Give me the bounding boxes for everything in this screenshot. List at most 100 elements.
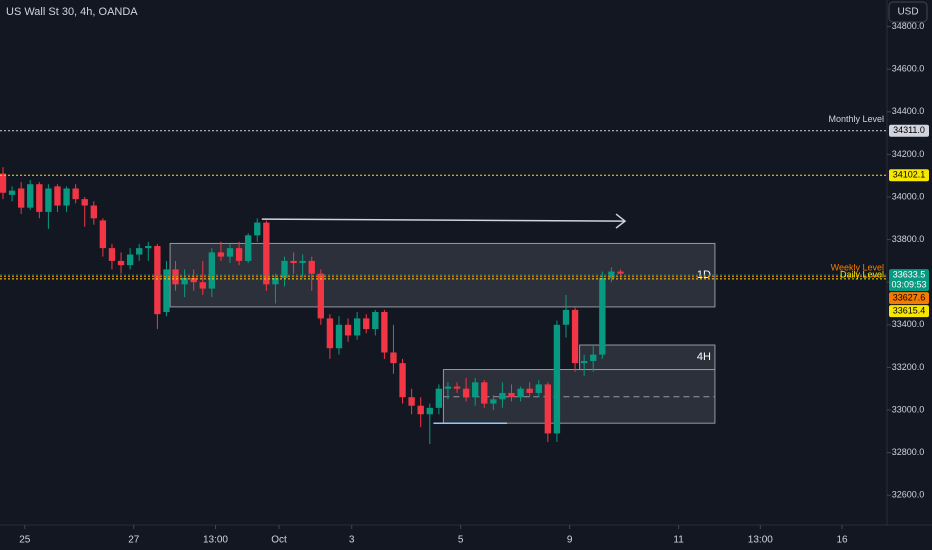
candle-body xyxy=(544,384,552,434)
x-tick-label: 11 xyxy=(673,535,684,546)
candle-body xyxy=(408,397,415,406)
candle-body xyxy=(462,388,470,398)
candle-body xyxy=(517,388,524,398)
candle-body xyxy=(326,318,334,349)
candle-body xyxy=(190,277,197,283)
candle-body xyxy=(553,324,561,434)
candle-body xyxy=(481,382,488,404)
candle-body xyxy=(562,309,570,325)
candle-body xyxy=(172,269,179,285)
level-name: Weekly Level xyxy=(831,263,884,273)
y-tick-label: 33200.0 xyxy=(892,362,925,372)
candle-body xyxy=(108,248,116,261)
candle-body xyxy=(208,252,216,289)
candle-body xyxy=(390,352,397,364)
price-tag-label: 33615.4 xyxy=(893,305,926,315)
candle-body xyxy=(145,245,152,249)
y-tick-label: 33000.0 xyxy=(892,404,925,414)
candle-body xyxy=(435,388,443,408)
candle-body xyxy=(299,260,306,264)
level-name: Daily Level xyxy=(840,269,884,279)
y-tick-label: 34600.0 xyxy=(892,64,925,74)
x-tick-label: 13:00 xyxy=(203,535,228,546)
candle-body xyxy=(472,382,479,398)
candle-body xyxy=(72,188,79,200)
candle-body xyxy=(272,277,279,285)
arrow-line xyxy=(261,218,626,222)
candle-body xyxy=(499,392,506,400)
candle-body xyxy=(226,248,234,257)
candle-body xyxy=(90,205,97,219)
candle-body xyxy=(335,324,343,349)
candle-body xyxy=(344,324,352,336)
level-name: Monthly Level xyxy=(828,114,884,124)
x-tick-label: 13:00 xyxy=(748,535,773,546)
candle-body xyxy=(81,199,88,206)
candle-body xyxy=(117,260,125,266)
candle-body xyxy=(154,245,161,315)
price-tag xyxy=(889,124,929,137)
candle-body xyxy=(244,235,252,261)
candle-body xyxy=(317,273,324,319)
y-tick-label: 32600.0 xyxy=(892,490,925,500)
candle-body xyxy=(535,384,542,393)
candle-body xyxy=(99,220,107,249)
candle-body xyxy=(281,260,288,278)
candle-body xyxy=(508,392,515,398)
candle-body xyxy=(163,269,170,313)
candle-body xyxy=(126,254,134,266)
y-tick-label: 34000.0 xyxy=(892,191,925,201)
currency-label: USD xyxy=(897,7,918,18)
candle-body xyxy=(263,222,270,285)
y-tick-label: 33800.0 xyxy=(892,234,925,244)
x-tick-label: 25 xyxy=(19,535,31,546)
candle-body xyxy=(444,386,452,389)
candle-body xyxy=(617,271,624,274)
candle-body xyxy=(308,260,315,274)
candle-body xyxy=(136,248,143,255)
zone-label: 4H xyxy=(697,351,711,363)
candle-body xyxy=(0,173,7,193)
price-tag-label: 34102.1 xyxy=(893,170,926,180)
candle-body xyxy=(453,386,461,389)
x-tick-label: 9 xyxy=(567,535,573,546)
x-tick-label: 3 xyxy=(349,535,355,546)
price-tag xyxy=(889,169,929,182)
candle-body xyxy=(599,277,606,355)
candle-body xyxy=(571,309,579,364)
zone-label: 1D xyxy=(697,269,711,281)
x-tick-label: 5 xyxy=(458,535,464,546)
price-tag xyxy=(889,292,929,305)
price-tag xyxy=(889,269,929,292)
candle-body xyxy=(254,222,261,236)
y-tick-label: 34800.0 xyxy=(892,21,925,31)
candle-body xyxy=(526,388,533,393)
candle-body xyxy=(590,354,597,362)
candle-body xyxy=(54,186,61,206)
x-tick-label: Oct xyxy=(271,535,287,546)
x-tick-label: 16 xyxy=(836,535,848,546)
candle-body xyxy=(381,312,388,353)
price-tag xyxy=(889,305,929,318)
candle-body xyxy=(63,188,70,206)
candle-body xyxy=(235,248,243,261)
price-tag-label: 33627.6 xyxy=(893,292,926,302)
candle-body xyxy=(8,190,16,195)
x-tick-label: 27 xyxy=(128,535,140,546)
candle-body xyxy=(363,318,370,330)
candle-body xyxy=(36,184,43,212)
y-tick-label: 34200.0 xyxy=(892,149,925,159)
chart-title: US Wall St 30, 4h, OANDA xyxy=(6,6,138,18)
y-tick-label: 33400.0 xyxy=(892,319,925,329)
candle-body xyxy=(580,361,588,364)
arrow-head xyxy=(615,213,627,229)
candle-body xyxy=(353,318,361,336)
y-tick-label: 32800.0 xyxy=(892,447,925,457)
candle-body xyxy=(490,399,497,404)
currency-button[interactable] xyxy=(888,1,928,23)
y-tick-label: 34400.0 xyxy=(892,106,925,116)
candle-body xyxy=(399,363,406,398)
candle-body xyxy=(17,188,25,208)
